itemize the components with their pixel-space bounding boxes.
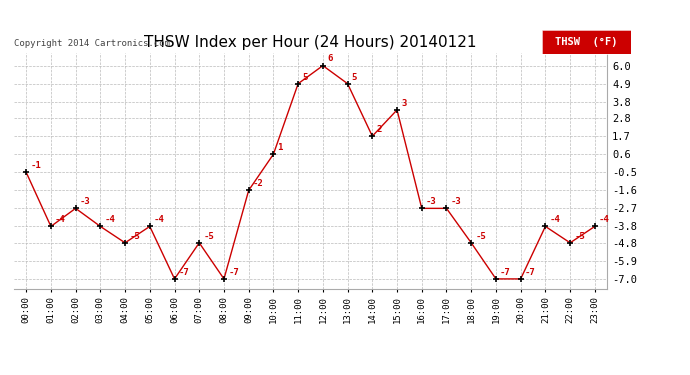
Text: 2: 2 — [377, 125, 382, 134]
Text: -4: -4 — [549, 215, 560, 224]
Text: -7: -7 — [228, 268, 239, 277]
Text: -4: -4 — [599, 215, 610, 224]
Text: 5: 5 — [352, 72, 357, 81]
Text: Copyright 2014 Cartronics.com: Copyright 2014 Cartronics.com — [14, 39, 170, 48]
Text: -5: -5 — [574, 232, 585, 241]
Text: -4: -4 — [154, 215, 165, 224]
Text: 1: 1 — [277, 143, 283, 152]
Text: -3: -3 — [451, 197, 462, 206]
Text: -3: -3 — [80, 197, 90, 206]
Text: -4: -4 — [55, 215, 66, 224]
Text: -1: -1 — [30, 161, 41, 170]
Text: 6: 6 — [327, 54, 333, 63]
Text: -7: -7 — [179, 268, 190, 277]
Text: -5: -5 — [204, 232, 214, 241]
Title: THSW Index per Hour (24 Hours) 20140121: THSW Index per Hour (24 Hours) 20140121 — [144, 35, 477, 50]
Text: -4: -4 — [104, 215, 115, 224]
Text: THSW  (°F): THSW (°F) — [555, 37, 618, 47]
Text: -7: -7 — [525, 268, 535, 277]
Text: -7: -7 — [500, 268, 511, 277]
Text: 3: 3 — [401, 99, 406, 108]
Text: -5: -5 — [129, 232, 140, 241]
Text: -5: -5 — [475, 232, 486, 241]
Text: -3: -3 — [426, 197, 437, 206]
Text: 5: 5 — [302, 72, 308, 81]
Text: -2: -2 — [253, 179, 264, 188]
